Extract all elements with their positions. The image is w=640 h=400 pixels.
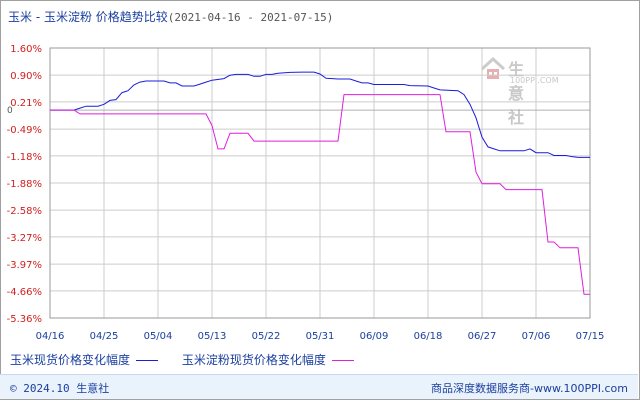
y-tick-label: 0.90% xyxy=(10,71,42,82)
y-tick-label: 0.21% xyxy=(10,98,42,109)
y-tick-label: -1.88% xyxy=(7,179,42,190)
legend-item-starch: 玉米淀粉现货价格变化幅度 xyxy=(182,351,354,368)
series-line-corn xyxy=(50,71,590,158)
watermark-logo-icon xyxy=(480,56,506,79)
watermark-url: 100PPI.COM xyxy=(510,76,559,85)
x-tick-label: 06/18 xyxy=(414,331,443,342)
legend-swatch-corn xyxy=(136,360,159,361)
title-range: (2021-04-16 - 2021-07-15) xyxy=(167,11,334,24)
plot-border xyxy=(49,47,591,319)
x-tick-label: 04/25 xyxy=(90,331,119,342)
x-tick-label: 06/09 xyxy=(360,331,389,342)
chart-title: 玉米 - 玉米淀粉 价格趋势比较(2021-04-16 - 2021-07-15… xyxy=(8,8,333,25)
x-tick-label: 06/27 xyxy=(468,331,497,342)
x-tick-label: 05/22 xyxy=(252,331,281,342)
x-tick-label: 07/06 xyxy=(522,331,551,342)
y-tick-label: -5.36% xyxy=(7,314,42,325)
y-tick-label: -0.49% xyxy=(7,125,42,136)
x-tick-label: 05/13 xyxy=(198,331,227,342)
watermark-text: 生意社 xyxy=(508,60,526,127)
legend-item-corn: 玉米现货价格变化幅度 xyxy=(10,351,159,368)
legend-swatch-starch xyxy=(331,360,354,361)
zero-label: 0 xyxy=(7,106,13,116)
watermark: 生意社 100PPI.COM xyxy=(480,56,559,127)
legend-label-starch: 玉米淀粉现货价格变化幅度 xyxy=(181,353,326,367)
y-tick-label: -4.66% xyxy=(7,287,42,298)
legend-label-corn: 玉米现货价格变化幅度 xyxy=(10,353,131,367)
y-tick-label: -1.18% xyxy=(7,152,42,163)
y-tick-label: -3.97% xyxy=(7,260,42,271)
site-link[interactable]: 商品深度数据服务商-www.100PPI.com xyxy=(431,382,628,395)
x-tick-label: 04/16 xyxy=(36,331,65,342)
legend: 玉米现货价格变化幅度 玉米淀粉现货价格变化幅度 xyxy=(10,351,374,368)
y-tick-label: -2.58% xyxy=(7,206,42,217)
copyright-text: © 2024.10 生意社 xyxy=(10,382,110,395)
series-line-starch xyxy=(50,94,590,295)
x-tick-label: 07/15 xyxy=(576,331,605,342)
x-tick-label: 05/31 xyxy=(306,331,335,342)
y-tick-label: -3.27% xyxy=(7,233,42,244)
footer-bar: © 2024.10 生意社 商品深度数据服务商-www.100PPI.com xyxy=(0,374,638,399)
x-tick-label: 05/04 xyxy=(144,331,173,342)
y-tick-label: 1.60% xyxy=(10,44,42,55)
title-main: 玉米 - 玉米淀粉 价格趋势比较 xyxy=(8,10,168,24)
